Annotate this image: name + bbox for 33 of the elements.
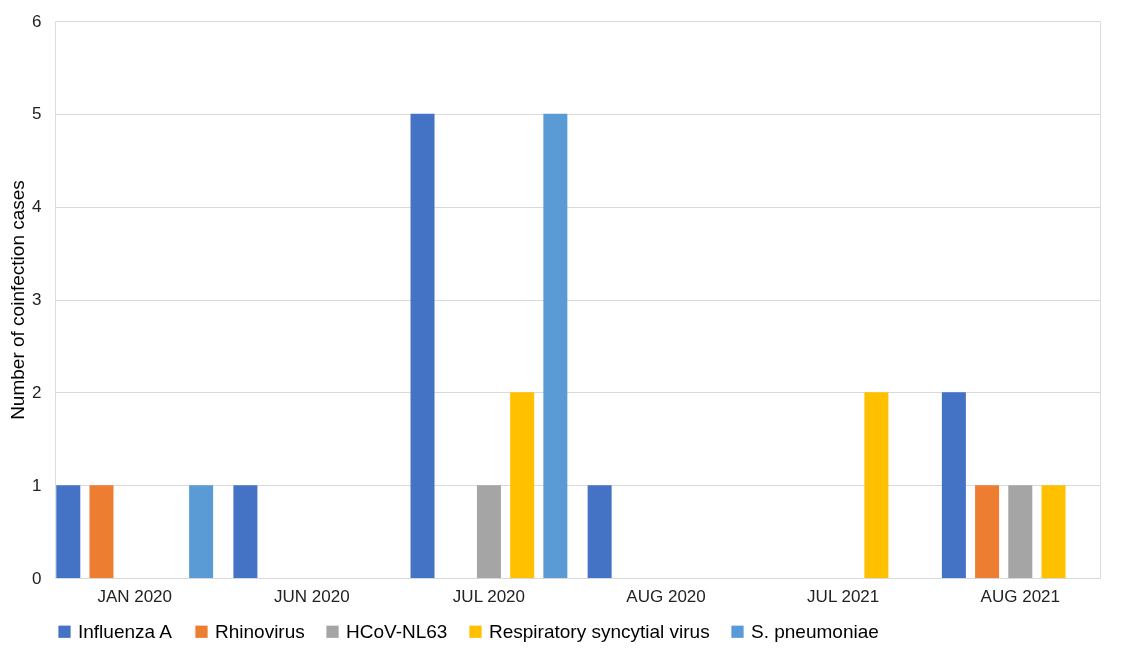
legend-label: HCoV-NL63 <box>346 620 448 642</box>
y-tick-label: 1 <box>32 475 42 495</box>
legend-label: S. pneumoniae <box>751 620 879 642</box>
bar <box>510 392 535 578</box>
bar <box>189 485 214 578</box>
x-tick-label: JUL 2021 <box>807 586 880 606</box>
bar <box>543 113 568 578</box>
y-tick-label: 6 <box>32 11 42 31</box>
bar <box>587 485 612 578</box>
x-tick-label: AUG 2021 <box>980 586 1060 606</box>
bar <box>1008 485 1033 578</box>
bar <box>233 485 258 578</box>
y-tick-label: 5 <box>32 104 42 124</box>
bar <box>410 113 435 578</box>
x-tick-label: JAN 2020 <box>97 586 173 606</box>
y-tick-label: 4 <box>32 197 42 217</box>
y-axis-title: Number of coinfection cases <box>7 180 29 420</box>
bar <box>1041 485 1066 578</box>
x-tick-label: JUL 2020 <box>452 586 526 606</box>
x-tick-label: AUG 2020 <box>626 586 706 606</box>
bar <box>56 485 81 578</box>
bar <box>975 485 1000 578</box>
y-tick-label: 0 <box>32 568 42 588</box>
y-tick-label: 2 <box>32 382 42 402</box>
bar <box>864 392 889 578</box>
legend-label: Respiratory syncytial virus <box>489 620 710 642</box>
legend-label: Influenza A <box>78 620 173 642</box>
bar <box>941 392 966 578</box>
x-tick-label: JUN 2020 <box>274 586 350 606</box>
y-tick-label: 3 <box>32 290 42 309</box>
legend-label: Rhinovirus <box>215 620 305 642</box>
bar <box>89 485 114 578</box>
bar <box>476 485 501 578</box>
